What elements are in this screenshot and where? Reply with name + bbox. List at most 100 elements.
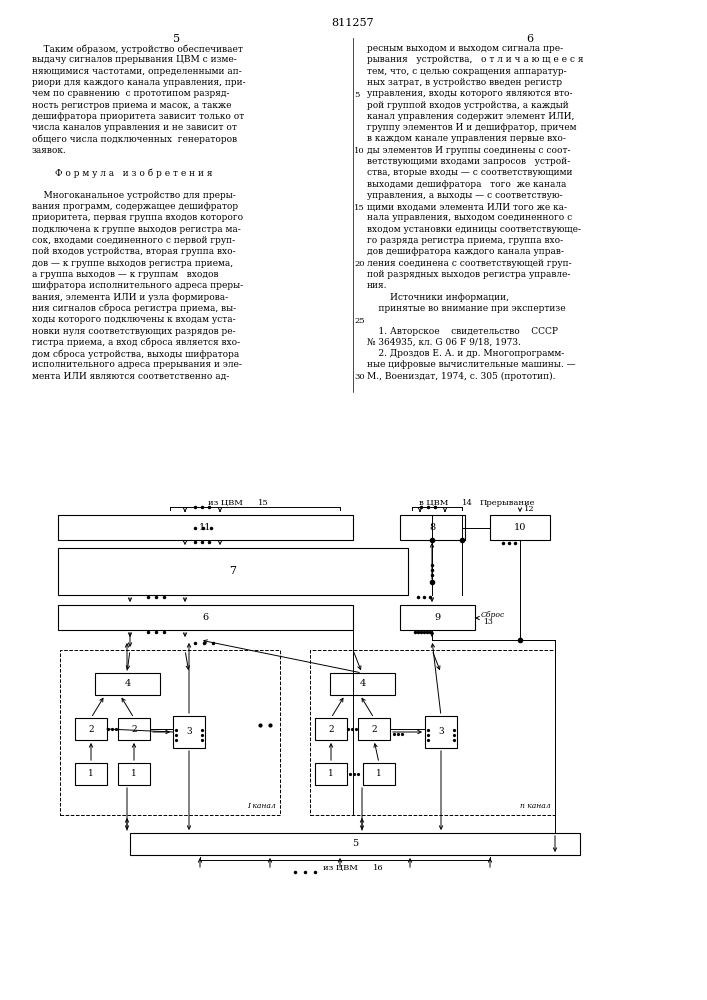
Text: 11: 11 [199, 523, 212, 532]
Text: ность регистров приема и масок, а также: ность регистров приема и масок, а также [32, 101, 231, 109]
Text: приоритета, первая группа входов которого: приоритета, первая группа входов которог… [32, 214, 243, 223]
Text: 15: 15 [354, 204, 365, 212]
Bar [118, 763, 150, 785]
Bar [490, 515, 550, 540]
Text: 1: 1 [328, 770, 334, 778]
Bar [75, 763, 107, 785]
Bar [400, 515, 465, 540]
Text: n канал: n канал [520, 802, 551, 810]
Text: ходы которого подключены к входам уста-: ходы которого подключены к входам уста- [32, 315, 235, 324]
Text: тем, что, с целью сокращения аппаратур-: тем, что, с целью сокращения аппаратур- [367, 67, 566, 76]
Text: ства, вторые входы — с соответствующими: ства, вторые входы — с соответствующими [367, 168, 573, 177]
Text: дешифратора приоритета зависит только от: дешифратора приоритета зависит только от [32, 112, 244, 121]
Text: ния сигналов сброса регистра приема, вы-: ния сигналов сброса регистра приема, вы- [32, 304, 236, 313]
Text: риори для каждого канала управления, при-: риори для каждого канала управления, при… [32, 78, 245, 87]
Text: 4: 4 [359, 680, 366, 688]
Text: 15: 15 [258, 499, 269, 507]
Text: исполнительного адреса прерывания и эле-: исполнительного адреса прерывания и эле- [32, 360, 242, 369]
Text: 2. Дроздов Е. А. и др. Многопрограмм-: 2. Дроздов Е. А. и др. Многопрограмм- [367, 349, 564, 358]
Bar [425, 716, 457, 748]
Text: 1: 1 [131, 770, 137, 778]
Text: подключена к группе выходов регистра ма-: подключена к группе выходов регистра ма- [32, 225, 241, 234]
Text: 5: 5 [352, 840, 358, 848]
Text: дов дешифратора каждого канала управ-: дов дешифратора каждого канала управ- [367, 247, 564, 256]
Text: новки нуля соответствующих разрядов ре-: новки нуля соответствующих разрядов ре- [32, 326, 235, 336]
Bar [315, 763, 347, 785]
Bar [58, 605, 353, 630]
Text: М., Воениздат, 1974, с. 305 (прототип).: М., Воениздат, 1974, с. 305 (прототип). [367, 372, 556, 381]
Text: 2: 2 [132, 724, 137, 734]
Bar [173, 716, 205, 748]
Text: гистра приема, а вход сброса является вхо-: гистра приема, а вход сброса является вх… [32, 338, 240, 347]
Text: пой разрядных выходов регистра управле-: пой разрядных выходов регистра управле- [367, 270, 571, 279]
Text: ния.: ния. [367, 281, 387, 290]
Text: дом сброса устройства, выходы шифратора: дом сброса устройства, выходы шифратора [32, 349, 239, 359]
Text: вания, элемента ИЛИ и узла формирова-: вания, элемента ИЛИ и узла формирова- [32, 293, 228, 302]
Text: 3: 3 [186, 728, 192, 736]
Text: рой группой входов устройства, а каждый: рой группой входов устройства, а каждый [367, 101, 568, 109]
Text: го разряда регистра приема, группа вхо-: го разряда регистра приема, группа вхо- [367, 236, 563, 245]
Text: чем по сравнению  с прототипом разряд-: чем по сравнению с прототипом разряд- [32, 89, 230, 98]
Text: 811257: 811257 [332, 18, 374, 28]
Text: ветствующими входами запросов   устрой-: ветствующими входами запросов устрой- [367, 157, 571, 166]
Text: дов — к группе выходов регистра приема,: дов — к группе выходов регистра приема, [32, 259, 233, 268]
Text: Многоканальное устройство для преры-: Многоканальное устройство для преры- [32, 191, 235, 200]
Text: 10: 10 [354, 147, 365, 155]
Text: в ЦВМ: в ЦВМ [419, 499, 449, 507]
Text: щими входами элемента ИЛИ того же ка-: щими входами элемента ИЛИ того же ка- [367, 202, 567, 211]
Text: I канал: I канал [247, 802, 276, 810]
Text: 8: 8 [429, 523, 436, 532]
Text: входом установки единицы соответствующе-: входом установки единицы соответствующе- [367, 225, 581, 234]
Text: выдачу сигналов прерывания ЦВМ с изме-: выдачу сигналов прерывания ЦВМ с изме- [32, 55, 237, 64]
Bar [400, 605, 475, 630]
Text: 10: 10 [514, 523, 526, 532]
Text: 25: 25 [354, 317, 365, 325]
Text: 13: 13 [483, 618, 493, 626]
Text: 2: 2 [88, 724, 94, 734]
Text: 1: 1 [88, 770, 94, 778]
Bar [130, 833, 580, 855]
Text: общего числа подключенных  генераторов: общего числа подключенных генераторов [32, 134, 237, 144]
Text: мента ИЛИ являются соответственно ад-: мента ИЛИ являются соответственно ад- [32, 372, 229, 381]
Bar [118, 718, 150, 740]
Bar [58, 548, 408, 595]
Text: рывания   устройства,   о т л и ч а ю щ е е с я: рывания устройства, о т л и ч а ю щ е е … [367, 55, 583, 64]
Text: выходами дешифратора   того  же канала: выходами дешифратора того же канала [367, 180, 566, 189]
Text: ных затрат, в устройство введен регистр: ных затрат, в устройство введен регистр [367, 78, 562, 87]
Text: 9: 9 [434, 613, 440, 622]
Text: нала управления, выходом соединенного с: нала управления, выходом соединенного с [367, 214, 572, 223]
Text: а группа выходов — к группам   входов: а группа выходов — к группам входов [32, 270, 218, 279]
Text: управления, а выходы — с соответствую-: управления, а выходы — с соответствую- [367, 191, 563, 200]
Text: группу элементов И и дешифратор, причем: группу элементов И и дешифратор, причем [367, 123, 576, 132]
Text: 2: 2 [328, 724, 334, 734]
Text: Таким образом, устройство обеспечивает: Таким образом, устройство обеспечивает [32, 44, 243, 53]
Text: 6: 6 [527, 34, 534, 44]
Text: вания программ, содержащее дешифратор: вания программ, содержащее дешифратор [32, 202, 238, 211]
Bar [310, 650, 555, 815]
Bar [358, 718, 390, 740]
Text: в каждом канале управления первые вхо-: в каждом канале управления первые вхо- [367, 134, 566, 143]
Text: Ф о р м у л а   и з о б р е т е н и я: Ф о р м у л а и з о б р е т е н и я [32, 168, 213, 178]
Text: канал управления содержит элемент ИЛИ,: канал управления содержит элемент ИЛИ, [367, 112, 574, 121]
Text: ресным выходом и выходом сигнала пре-: ресным выходом и выходом сигнала пре- [367, 44, 563, 53]
Text: 2: 2 [371, 724, 377, 734]
Text: 20: 20 [354, 260, 365, 268]
Text: 1. Авторское    свидетельство    СССР: 1. Авторское свидетельство СССР [367, 326, 558, 336]
Text: числа каналов управления и не зависит от: числа каналов управления и не зависит от [32, 123, 237, 132]
Bar [60, 650, 280, 815]
Text: пой входов устройства, вторая группа вхо-: пой входов устройства, вторая группа вхо… [32, 247, 235, 256]
Text: сок, входами соединенного с первой груп-: сок, входами соединенного с первой груп- [32, 236, 235, 245]
Text: ления соединена с соответствующей груп-: ления соединена с соответствующей груп- [367, 259, 572, 268]
Text: няющимися частотами, определенными ап-: няющимися частотами, определенными ап- [32, 67, 242, 76]
Text: принятые во внимание при экспертизе: принятые во внимание при экспертизе [367, 304, 566, 313]
Text: 30: 30 [354, 373, 365, 381]
Text: 14: 14 [462, 499, 473, 507]
Text: шифратора исполнительного адреса преры-: шифратора исполнительного адреса преры- [32, 281, 243, 290]
Bar [330, 673, 395, 695]
Text: 1: 1 [376, 770, 382, 778]
Bar [95, 673, 160, 695]
Text: заявок.: заявок. [32, 146, 66, 155]
Text: Прерывание: Прерывание [480, 499, 535, 507]
Text: Сброс: Сброс [481, 611, 506, 619]
Text: 3: 3 [438, 728, 444, 736]
